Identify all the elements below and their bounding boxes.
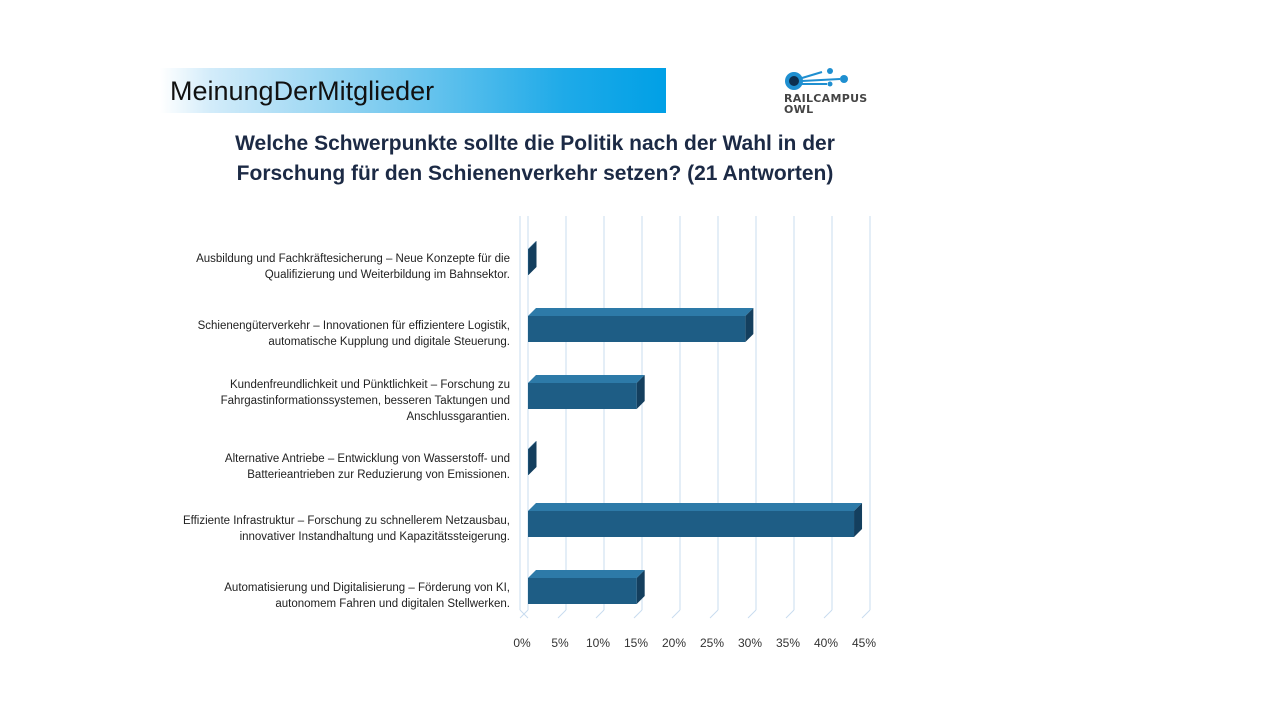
category-label-line: Schienengüterverkehr – Innovationen für …	[197, 320, 510, 332]
category-label-line: innovativer Instandhaltung und Kapazität…	[239, 531, 510, 543]
x-tick-label: 45%	[852, 636, 876, 650]
chart-title-line-2: Forschung für den Schienenverkehr setzen…	[236, 162, 834, 185]
bar-side-face	[636, 570, 645, 604]
bar-side-face	[854, 503, 863, 537]
category-label-line: Fahrgastinformationssystemen, besseren T…	[220, 395, 510, 407]
gridline-depth	[671, 609, 681, 619]
category-label: Automatisierung und Digitalisierung – Fö…	[140, 580, 510, 612]
x-tick-label: 0%	[513, 636, 531, 650]
section-banner: MeinungDerMitglieder	[160, 68, 666, 113]
bar-side-face	[528, 441, 537, 475]
x-tick-label: 25%	[700, 636, 724, 650]
x-tick-label: 15%	[624, 636, 648, 650]
logo-wordmark: RAILCAMPUS OWL	[784, 93, 868, 115]
x-tick-label: 40%	[814, 636, 838, 650]
gridline-depth	[747, 609, 757, 619]
category-label: Alternative Antriebe – Entwicklung von W…	[140, 451, 510, 483]
gridline-depth	[861, 609, 871, 619]
gridline-depth	[557, 609, 567, 619]
category-label-line: Effiziente Infrastruktur – Forschung zu …	[182, 515, 510, 527]
x-tick-label: 30%	[738, 636, 762, 650]
bar-top-face	[528, 375, 645, 383]
gridline-depth	[823, 609, 833, 619]
category-label-line: autonomem Fahren und digitalen Stellwerk…	[275, 598, 510, 610]
category-label: Ausbildung und Fachkräftesicherung – Neu…	[140, 251, 510, 283]
gridline-depth	[785, 609, 795, 619]
bar-top-face	[528, 570, 645, 578]
category-label: Kundenfreundlichkeit und Pünktlichkeit –…	[140, 377, 510, 425]
bar	[528, 511, 855, 537]
banner-title: MeinungDerMitglieder	[170, 76, 435, 106]
category-label-line: Anschlussgarantien.	[406, 411, 510, 423]
logo-line-2: OWL	[784, 103, 814, 116]
gridline-depth	[519, 609, 529, 619]
bar-top-face	[528, 241, 537, 249]
gridline-depth	[633, 609, 643, 619]
x-tick-label: 35%	[776, 636, 800, 650]
bar-side-face	[636, 375, 645, 409]
category-label-line: Alternative Antriebe – Entwicklung von W…	[224, 453, 510, 465]
category-label-line: Qualifizierung und Weiterbildung im Bahn…	[264, 269, 510, 281]
bar	[528, 578, 637, 604]
gridline-depth	[709, 609, 719, 619]
bar	[528, 383, 637, 409]
category-label: Schienengüterverkehr – Innovationen für …	[140, 318, 510, 350]
logo-line-1: RAILCAMPUS	[784, 92, 868, 105]
x-tick-label: 20%	[662, 636, 686, 650]
category-label-line: automatische Kupplung und digitale Steue…	[268, 336, 510, 348]
gridline-depth	[595, 609, 605, 619]
bar-top-face	[528, 441, 537, 449]
category-label-line: Batterieantrieben zur Reduzierung von Em…	[247, 469, 510, 481]
category-label-line: Kundenfreundlichkeit und Pünktlichkeit –…	[229, 379, 510, 391]
railcampus-logo-icon	[785, 68, 848, 90]
x-tick-label: 5%	[551, 636, 569, 650]
x-tick-label: 10%	[586, 636, 610, 650]
category-label-line: Automatisierung und Digitalisierung – Fö…	[224, 582, 510, 594]
category-label: Effiziente Infrastruktur – Forschung zu …	[140, 513, 510, 545]
bar-top-face	[528, 308, 754, 316]
chart-title: Welche Schwerpunkte sollte die Politik n…	[200, 129, 870, 189]
bar-top-face	[528, 503, 863, 511]
bar	[528, 316, 746, 342]
chart-title-line-1: Welche Schwerpunkte sollte die Politik n…	[235, 132, 835, 155]
bar-side-face	[528, 241, 537, 275]
bar	[528, 249, 529, 275]
bar	[528, 449, 529, 475]
category-label-line: Ausbildung und Fachkräftesicherung – Neu…	[196, 253, 510, 265]
bar-side-face	[745, 308, 754, 342]
